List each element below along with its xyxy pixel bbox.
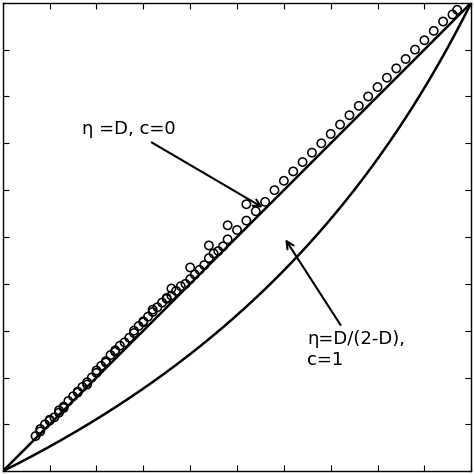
Point bbox=[111, 346, 119, 354]
Point bbox=[271, 186, 278, 194]
Point bbox=[233, 226, 241, 234]
Point bbox=[355, 102, 363, 109]
Point bbox=[139, 319, 147, 326]
Text: η =D, c=0: η =D, c=0 bbox=[82, 120, 261, 206]
Text: η=D/(2-D),
c=1: η=D/(2-D), c=1 bbox=[287, 241, 405, 369]
Point bbox=[224, 236, 231, 243]
Point bbox=[346, 111, 353, 119]
Point bbox=[51, 413, 58, 421]
Point bbox=[439, 18, 447, 25]
Point bbox=[210, 250, 218, 257]
Point bbox=[36, 428, 44, 435]
Point bbox=[449, 11, 456, 18]
Point bbox=[308, 149, 316, 156]
Point bbox=[139, 318, 147, 325]
Point bbox=[36, 425, 44, 433]
Point bbox=[214, 247, 222, 255]
Point bbox=[392, 64, 400, 72]
Point bbox=[60, 404, 67, 412]
Point bbox=[46, 417, 54, 424]
Point bbox=[102, 359, 109, 366]
Point bbox=[191, 271, 199, 278]
Point bbox=[186, 275, 194, 283]
Point bbox=[83, 378, 91, 386]
Point bbox=[177, 283, 184, 290]
Point bbox=[205, 242, 213, 249]
Point bbox=[252, 208, 260, 215]
Point bbox=[111, 348, 119, 356]
Point bbox=[327, 130, 335, 138]
Point bbox=[219, 243, 227, 250]
Point bbox=[383, 74, 391, 82]
Point bbox=[41, 420, 49, 428]
Point bbox=[60, 403, 67, 410]
Point bbox=[74, 388, 82, 395]
Point bbox=[154, 303, 161, 311]
Point bbox=[336, 121, 344, 128]
Point bbox=[55, 407, 63, 414]
Point bbox=[69, 392, 77, 400]
Point bbox=[107, 351, 114, 359]
Point bbox=[182, 280, 189, 288]
Point bbox=[126, 334, 133, 341]
Point bbox=[173, 287, 180, 295]
Point bbox=[420, 36, 428, 44]
Point bbox=[46, 416, 54, 423]
Point bbox=[163, 294, 171, 301]
Point bbox=[453, 6, 461, 14]
Point bbox=[93, 367, 100, 374]
Point bbox=[299, 158, 306, 166]
Point bbox=[102, 357, 109, 365]
Point bbox=[149, 306, 156, 313]
Point bbox=[158, 299, 166, 306]
Point bbox=[55, 409, 63, 417]
Point bbox=[168, 292, 175, 300]
Point bbox=[163, 295, 171, 302]
Point bbox=[205, 254, 213, 262]
Point bbox=[280, 177, 288, 184]
Point bbox=[168, 285, 175, 292]
Point bbox=[64, 397, 72, 405]
Point bbox=[97, 362, 105, 370]
Point bbox=[88, 374, 96, 381]
Point bbox=[83, 381, 91, 388]
Point bbox=[196, 266, 203, 273]
Point bbox=[430, 27, 438, 35]
Point bbox=[144, 313, 152, 320]
Point bbox=[93, 369, 100, 377]
Point bbox=[290, 168, 297, 175]
Point bbox=[201, 261, 208, 269]
Point bbox=[74, 389, 82, 396]
Point bbox=[130, 329, 138, 337]
Point bbox=[374, 83, 381, 91]
Point bbox=[121, 338, 128, 346]
Point bbox=[79, 383, 86, 391]
Point bbox=[135, 322, 142, 330]
Point bbox=[318, 139, 325, 147]
Point bbox=[243, 201, 250, 208]
Point bbox=[402, 55, 410, 63]
Point bbox=[224, 221, 231, 229]
Point bbox=[149, 308, 156, 316]
Point bbox=[243, 217, 250, 224]
Point bbox=[261, 198, 269, 206]
Point bbox=[186, 264, 194, 271]
Point bbox=[411, 46, 419, 54]
Point bbox=[32, 432, 39, 440]
Point bbox=[116, 342, 124, 349]
Point bbox=[130, 327, 138, 335]
Point bbox=[365, 93, 372, 100]
